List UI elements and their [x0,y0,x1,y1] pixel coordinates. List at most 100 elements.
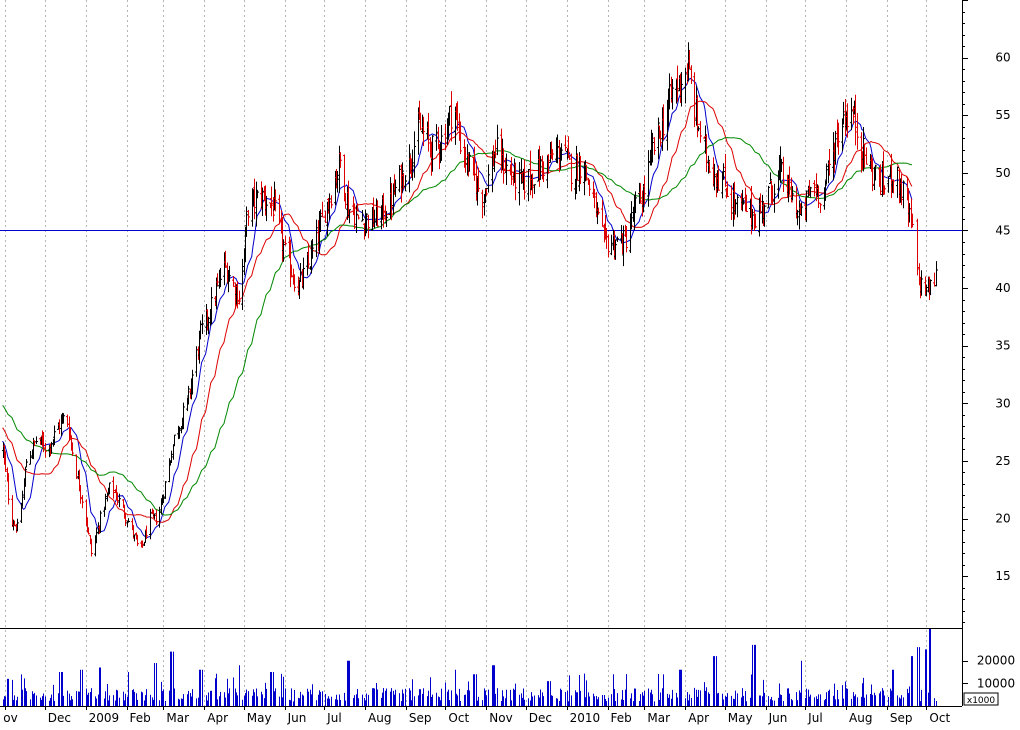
price-bar [551,149,554,161]
price-bar [118,493,121,508]
date-tick-label: Nov [489,711,512,725]
price-bar [856,113,859,150]
price-bar [593,188,596,209]
price-bar [761,194,764,224]
price-bar [773,183,776,213]
price-bar [158,506,161,528]
date-tick-label: Sep [890,711,913,725]
price-bar [21,490,24,507]
price-bar [422,116,425,147]
date-tick-label: Feb [611,711,632,725]
date-tick-label: Jun [287,711,307,725]
price-bar [780,158,783,173]
price-bar [390,182,393,221]
price-bar [520,158,523,184]
price-bar [216,273,219,286]
price-bar [651,132,654,163]
date-tick-label: Jul [326,711,341,725]
price-bar [401,162,404,193]
price-bar [35,436,38,445]
price-bar [567,136,570,159]
price-bar [385,211,388,228]
price-bar [850,97,853,131]
price-bar [253,178,256,220]
price-bar [533,184,536,195]
price-bar [751,209,754,230]
price-bar [284,235,287,246]
price-bar [315,219,318,258]
price-bar [290,264,293,278]
price-bar [671,78,674,110]
price-bar [207,316,210,335]
price-bar [676,65,679,102]
price-bar [13,520,16,527]
price-bar [336,171,339,193]
price-bar [321,201,324,218]
date-tick-label: 2009 [89,711,120,725]
price-bar [367,214,370,239]
price-tick-label: 25 [995,454,1010,468]
price-bar [245,206,248,237]
price-bar [75,454,78,479]
price-bar [215,277,218,310]
price-bar [929,279,932,296]
price-bar [610,234,613,256]
price-bar [87,527,90,535]
price-bar [911,213,914,228]
price-bar [902,180,905,209]
price-bar [356,203,359,212]
price-bar [62,413,65,424]
price-bar [601,199,604,227]
price-bar [684,67,687,104]
price-bar [892,179,895,194]
date-tick-label: Dec [48,711,71,725]
date-tick-label: Sep [409,711,432,725]
price-bar [155,509,158,526]
price-bar [771,185,774,206]
price-bar [247,210,250,226]
price-bar [328,193,331,220]
price-bar [647,150,650,207]
axes [0,0,968,710]
price-bar [800,202,803,216]
price-bar [162,494,165,504]
price-bar [79,485,82,504]
price-bar [510,156,513,186]
price-bar [376,200,379,227]
price-bar [210,287,213,324]
price-bar [879,164,882,196]
price-bar [842,101,845,125]
price-bar [523,159,526,200]
date-tick-label: Jul [807,711,822,725]
price-bar [556,134,559,164]
price-bar [404,175,407,192]
price-bar [219,268,222,288]
price-bar [413,131,416,178]
price-bar [736,195,739,218]
date-tick-label: Apr [688,711,709,725]
price-bar [852,106,855,125]
price-bar [450,91,453,142]
price-bar [7,473,10,505]
price-bar [705,134,708,173]
date-tick-label: Feb [130,711,151,725]
price-tick-label: 40 [995,281,1010,295]
price-bar [136,534,139,547]
price-bar [935,261,938,287]
price-bar [255,181,258,227]
price-bar [365,213,368,234]
price-bar [90,538,93,557]
price-tick-label: 55 [995,108,1010,122]
price-bar [883,185,886,195]
price-bar [560,143,563,161]
moving-average-line [2,77,913,539]
price-bar [767,185,770,209]
price-bar [164,480,167,499]
price-bars [2,42,938,557]
price-bar [722,163,725,181]
date-tick-label: Dec [529,711,552,725]
date-tick-label: Jun [768,711,788,725]
price-bar [527,168,530,202]
price-bar [696,95,699,138]
price-bar [466,144,469,176]
